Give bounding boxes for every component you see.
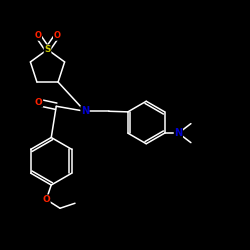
Text: O: O [34,31,42,40]
Text: O: O [54,31,60,40]
Text: N: N [81,106,89,116]
Text: N: N [174,128,182,138]
Text: O: O [35,98,42,107]
Text: S: S [44,45,51,54]
Text: O: O [42,195,50,204]
